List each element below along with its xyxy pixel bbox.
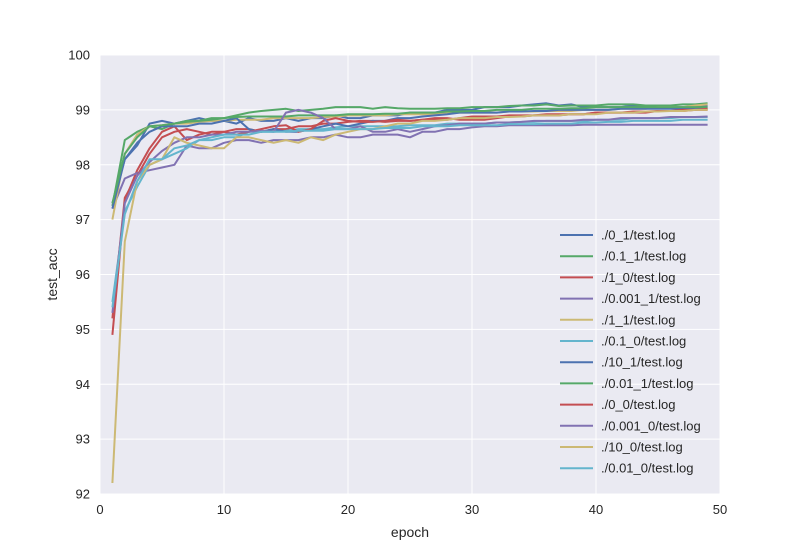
x-tick-labels: 0 10 20 30 40 50 [96,502,727,517]
y-tick-label: 99 [76,102,90,117]
legend-label: ./10_0/test.log [601,440,683,455]
legend-label: ./0.1_0/test.log [601,334,686,349]
y-tick-label: 100 [68,48,90,63]
x-tick-label: 30 [465,502,479,517]
y-tick-label: 95 [76,322,90,337]
series-line [111,108,708,484]
x-tick-label: 20 [341,502,355,517]
legend-label: ./0.001_0/test.log [601,418,701,433]
x-tick-label: 0 [96,502,103,517]
legend-label: ./0.001_1/test.log [601,291,701,306]
series-line [111,118,708,308]
series-line [111,108,708,314]
y-tick-label: 94 [76,377,90,392]
x-axis-label: epoch [391,524,429,540]
y-tick-label: 93 [76,432,90,447]
legend-label: ./1_0/test.log [601,270,675,285]
legend: ./0_1/test.log ./0.1_1/test.log ./1_0/test… [560,228,701,476]
y-tick-label: 97 [76,212,90,227]
legend-label: ./1_1/test.log [601,312,675,327]
y-axis-label: test_acc [44,248,60,300]
x-tick-label: 40 [589,502,603,517]
legend-label: ./0.01_1/test.log [601,376,694,391]
legend-label: ./0.1_1/test.log [601,249,686,264]
legend-label: ./0_1/test.log [601,228,675,243]
x-tick-label: 50 [713,502,727,517]
series-line [111,107,708,209]
legend-label: ./0.01_0/test.log [601,461,694,476]
series-line [111,102,708,207]
legend-label: ./0_0/test.log [601,397,675,412]
y-tick-labels: 92 93 94 95 96 97 98 99 100 [68,48,90,502]
y-tick-label: 92 [76,487,90,502]
legend-label: ./10_1/test.log [601,355,683,370]
series-line [111,106,708,204]
y-tick-label: 98 [76,157,90,172]
x-tick-label: 10 [217,502,231,517]
series-lines [111,102,708,484]
y-tick-label: 96 [76,267,90,282]
